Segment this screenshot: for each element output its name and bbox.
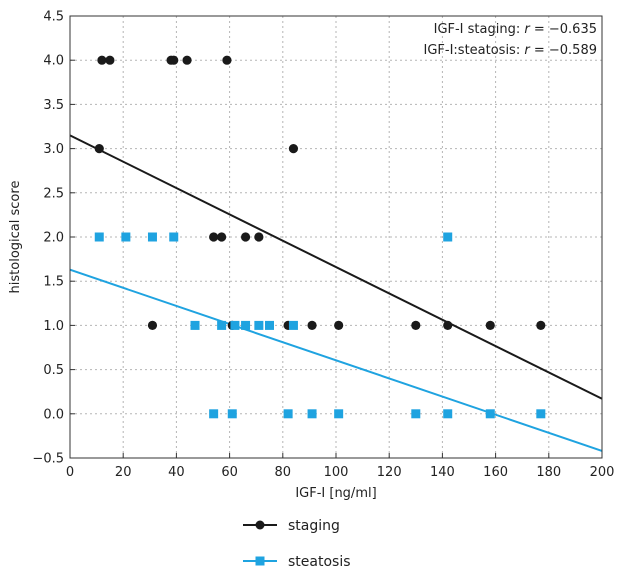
- x-tick-label: 200: [590, 465, 615, 480]
- point-steatosis: [485, 409, 495, 419]
- point-steatosis: [254, 320, 264, 330]
- fit-line-staging: [69, 134, 603, 400]
- x-tick-labels: 0 20 40 60 80 100 120 140 160 180 200: [66, 465, 615, 480]
- point-steatosis: [217, 320, 227, 330]
- y-tick-label: −0.5: [32, 452, 64, 467]
- point-staging: [443, 320, 453, 330]
- point-staging: [209, 232, 219, 242]
- x-tick-label: 20: [115, 465, 132, 480]
- point-steatosis: [94, 232, 104, 242]
- point-steatosis: [230, 320, 240, 330]
- annotation-staging: IGF-I staging: r = −0.635: [434, 22, 597, 37]
- point-staging: [536, 320, 546, 330]
- data-points: [94, 55, 546, 419]
- legend-item-staging: staging: [243, 518, 340, 534]
- legend-item-steatosis: steatosis: [243, 554, 351, 570]
- legend-marker-steatosis: [255, 556, 265, 566]
- fit-line-steatosis: [69, 268, 603, 452]
- y-tick-labels: −0.5 0.0 0.5 1.0 1.5 2.0 2.5 3.0 3.5 4.0 4.5: [32, 10, 64, 467]
- y-axis-label: histological score: [8, 181, 23, 294]
- x-axis-label: IGF-I [ng/ml]: [295, 486, 376, 501]
- point-staging: [288, 144, 299, 154]
- point-staging: [254, 232, 264, 242]
- point-steatosis: [147, 232, 157, 242]
- plot-frame: [69, 15, 603, 459]
- x-tick-label: 40: [168, 465, 185, 480]
- fit-lines: [69, 134, 603, 452]
- y-tick-label: 4.0: [43, 54, 64, 69]
- point-steatosis: [121, 232, 131, 242]
- point-staging: [147, 320, 158, 330]
- point-staging: [169, 55, 179, 65]
- point-steatosis: [307, 409, 317, 419]
- point-steatosis: [265, 320, 274, 330]
- y-tick-label: 0.5: [43, 363, 64, 378]
- point-steatosis: [536, 409, 546, 419]
- annotation-steatosis: IGF-I:steatosis: r = −0.589: [424, 43, 598, 58]
- y-tick-label: 0.0: [43, 407, 64, 422]
- point-steatosis: [443, 409, 453, 419]
- point-staging: [240, 232, 251, 242]
- point-staging: [307, 320, 317, 330]
- y-tick-label: 1.0: [43, 319, 64, 334]
- x-tick-label: 160: [483, 465, 508, 480]
- legend: staging steatosis: [243, 518, 351, 570]
- point-staging: [217, 232, 227, 242]
- legend-marker-staging: [255, 520, 265, 530]
- point-steatosis: [288, 320, 298, 330]
- x-tick-label: 80: [275, 465, 292, 480]
- y-tick-label: 2.5: [43, 186, 64, 201]
- point-steatosis: [283, 409, 293, 419]
- point-steatosis: [190, 320, 200, 330]
- point-staging: [105, 55, 115, 65]
- x-tick-label: 100: [324, 465, 349, 480]
- legend-label-steatosis: steatosis: [288, 554, 351, 570]
- y-tick-label: 3.0: [43, 142, 64, 157]
- point-steatosis: [411, 409, 421, 419]
- x-tick-label: 180: [536, 465, 561, 480]
- point-staging: [334, 320, 344, 330]
- y-tick-label: 1.5: [43, 275, 64, 290]
- point-staging: [97, 55, 107, 65]
- point-staging: [485, 320, 495, 330]
- point-steatosis: [169, 232, 179, 242]
- point-steatosis: [227, 409, 237, 419]
- point-steatosis: [241, 320, 251, 330]
- x-tick-label: 120: [377, 465, 402, 480]
- point-steatosis: [443, 232, 453, 242]
- x-tick-label: 60: [221, 465, 238, 480]
- y-tick-label: 2.0: [43, 231, 64, 246]
- point-staging: [182, 55, 192, 65]
- point-steatosis: [334, 409, 344, 419]
- y-tick-label: 3.5: [43, 98, 64, 113]
- point-steatosis: [209, 409, 219, 419]
- y-tick-label: 4.5: [43, 10, 64, 25]
- legend-label-staging: staging: [288, 518, 340, 534]
- point-staging: [411, 320, 421, 330]
- x-tick-label: 140: [430, 465, 455, 480]
- x-tick-label: 0: [66, 465, 74, 480]
- point-staging: [222, 55, 232, 65]
- point-staging: [94, 144, 104, 154]
